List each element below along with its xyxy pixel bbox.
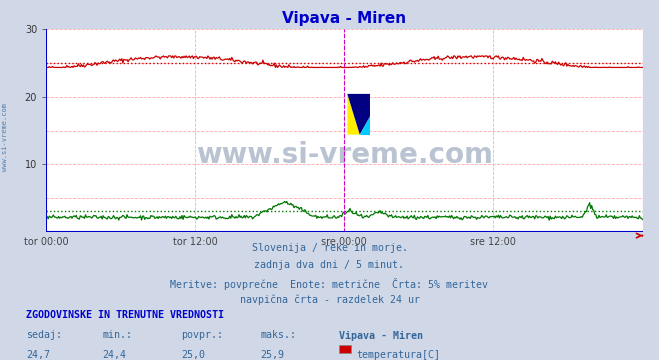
Polygon shape [347,94,360,135]
Text: povpr.:: povpr.: [181,330,223,341]
Text: maks.:: maks.: [260,330,297,341]
Text: min.:: min.: [102,330,132,341]
Text: www.si-vreme.com: www.si-vreme.com [196,141,493,169]
Text: navpična črta - razdelek 24 ur: navpična črta - razdelek 24 ur [239,295,420,305]
Text: 24,7: 24,7 [26,350,50,360]
Text: ZGODOVINSKE IN TRENUTNE VREDNOSTI: ZGODOVINSKE IN TRENUTNE VREDNOSTI [26,310,224,320]
Polygon shape [347,94,370,135]
Text: 24,4: 24,4 [102,350,126,360]
Text: Vipava - Miren: Vipava - Miren [339,330,423,341]
Polygon shape [360,116,370,135]
Text: Slovenija / reke in morje.: Slovenija / reke in morje. [252,243,407,253]
Title: Vipava - Miren: Vipava - Miren [282,11,407,26]
Text: 25,9: 25,9 [260,350,284,360]
Text: zadnja dva dni / 5 minut.: zadnja dva dni / 5 minut. [254,260,405,270]
Text: 25,0: 25,0 [181,350,205,360]
Text: Meritve: povprečne  Enote: metrične  Črta: 5% meritev: Meritve: povprečne Enote: metrične Črta:… [171,278,488,289]
Text: sedaj:: sedaj: [26,330,63,341]
Text: www.si-vreme.com: www.si-vreme.com [2,103,9,171]
Text: temperatura[C]: temperatura[C] [357,350,440,360]
